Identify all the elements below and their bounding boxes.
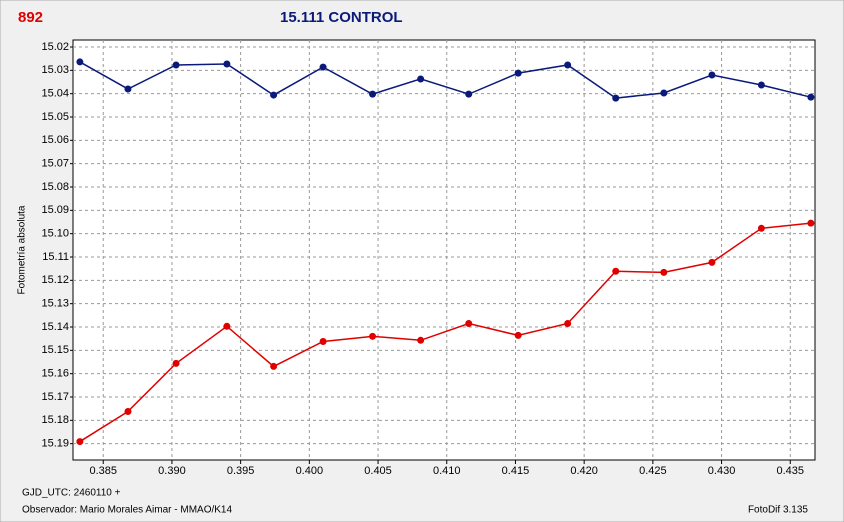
data-point: [172, 359, 180, 367]
data-point: [514, 331, 522, 339]
data-point: [223, 60, 231, 68]
y-tick-label: 15.13: [41, 298, 69, 310]
x-tick-label: 0.385: [89, 465, 117, 477]
x-tick-label: 0.425: [639, 465, 667, 477]
footer-date: GJD_UTC: 2460110 +: [22, 488, 121, 499]
data-point: [660, 89, 668, 97]
data-point: [757, 81, 765, 89]
data-point: [223, 322, 231, 330]
data-point: [417, 336, 425, 344]
data-point: [124, 407, 132, 415]
data-point: [708, 71, 716, 79]
x-tick-label: 0.390: [158, 465, 186, 477]
y-tick-label: 15.08: [41, 181, 69, 193]
x-tick-label: 0.430: [708, 465, 736, 477]
series-line: [79, 222, 811, 443]
data-point: [807, 93, 815, 101]
data-point: [319, 63, 327, 71]
y-tick-label: 15.12: [41, 274, 69, 286]
data-point: [369, 332, 377, 340]
plot-area: [72, 39, 816, 461]
y-tick-label: 15.07: [41, 158, 69, 170]
y-tick-label: 15.06: [41, 134, 69, 146]
data-point: [465, 320, 473, 327]
data-point: [270, 362, 278, 370]
y-tick-label: 15.15: [41, 344, 69, 356]
x-tick-label: 0.410: [433, 465, 461, 477]
y-tick-label: 15.04: [41, 88, 69, 100]
x-tick-label: 0.415: [502, 465, 530, 477]
series-line: [79, 61, 812, 99]
y-tick-label: 15.17: [41, 391, 69, 403]
x-tick-label: 0.420: [570, 465, 598, 477]
y-tick-label: 15.14: [41, 321, 69, 333]
y-tick-label: 15.18: [41, 414, 69, 426]
footer-observer: Observador: Mario Morales Aimar - MMAO/K…: [22, 505, 232, 516]
data-point: [514, 69, 522, 77]
data-point: [172, 61, 180, 69]
data-point: [612, 94, 620, 102]
x-tick-label: 0.395: [227, 465, 255, 477]
data-point: [807, 219, 815, 227]
x-tick-label: 0.405: [364, 465, 392, 477]
y-tick-label: 15.16: [41, 368, 69, 380]
y-tick-label: 15.19: [41, 438, 69, 450]
y-tick-label: 15.02: [41, 41, 69, 53]
y-tick-label: 15.10: [41, 228, 69, 240]
data-point: [465, 90, 473, 98]
data-point: [369, 90, 377, 98]
data-point: [76, 58, 84, 66]
data-point: [660, 268, 668, 276]
data-point: [708, 258, 716, 266]
footer-version: FotoDif 3.135: [748, 505, 808, 516]
data-point: [270, 91, 278, 99]
y-tick-label: 15.05: [41, 111, 69, 123]
x-tick-label: 0.435: [777, 465, 805, 477]
data-point: [757, 224, 765, 232]
data-point: [417, 75, 425, 83]
y-tick-label: 15.03: [41, 64, 69, 76]
data-point: [564, 61, 572, 69]
y-tick-label: 15.11: [42, 251, 69, 263]
series-label: 892: [18, 9, 43, 26]
y-axis-label: Fotometría absoluta: [17, 205, 28, 294]
chart-title: 15.111 CONTROL: [280, 9, 403, 26]
data-point: [76, 438, 84, 446]
data-point: [319, 337, 327, 345]
x-tick-label: 0.400: [296, 465, 324, 477]
data-point: [124, 85, 132, 93]
data-point: [564, 320, 572, 327]
y-tick-label: 15.09: [41, 204, 69, 216]
data-point: [612, 267, 620, 275]
